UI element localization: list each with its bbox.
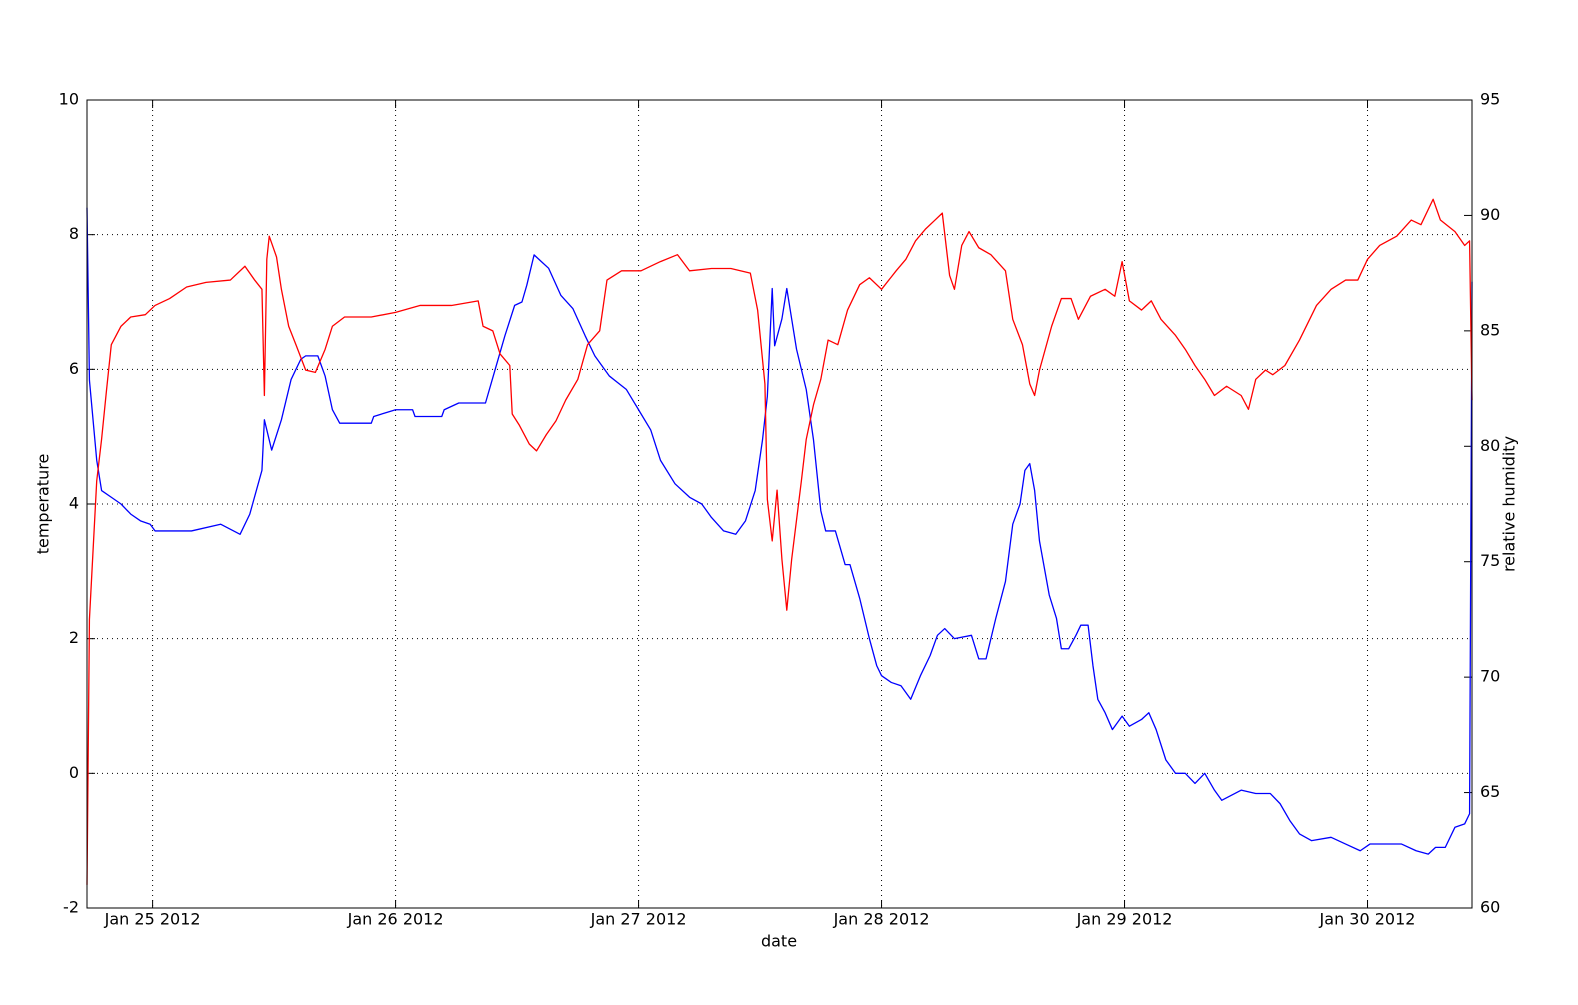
y-tick-label: 6 bbox=[69, 359, 79, 378]
y-tick-label: 0 bbox=[69, 763, 79, 782]
y-axis-label: temperature bbox=[34, 454, 53, 555]
y2-tick-label: 75 bbox=[1480, 551, 1500, 570]
y2-tick-label: 85 bbox=[1480, 320, 1500, 339]
y-tick-label: 10 bbox=[59, 90, 79, 109]
y2-tick-label: 70 bbox=[1480, 667, 1500, 686]
y-tick-label: 4 bbox=[69, 494, 79, 513]
x-tick-label: Jan 29 2012 bbox=[1076, 910, 1173, 929]
y-tick-label: 2 bbox=[69, 628, 79, 647]
x-tick-label: Jan 26 2012 bbox=[347, 910, 444, 929]
y2-tick-label: 90 bbox=[1480, 205, 1500, 224]
x-tick-label: Jan 30 2012 bbox=[1319, 910, 1416, 929]
x-tick-label: Jan 28 2012 bbox=[833, 910, 930, 929]
x-axis-label: date bbox=[761, 932, 797, 951]
y-tick-label: 8 bbox=[69, 224, 79, 243]
series-line bbox=[86, 207, 1473, 855]
y2-tick-label: 60 bbox=[1480, 898, 1500, 917]
series-line bbox=[86, 198, 1473, 885]
y2-axis-label: relative humidity bbox=[1500, 436, 1519, 572]
y-tick-label: -2 bbox=[63, 898, 79, 917]
y2-tick-label: 80 bbox=[1480, 436, 1500, 455]
y2-tick-label: 95 bbox=[1480, 90, 1500, 109]
x-tick-label: Jan 27 2012 bbox=[590, 910, 687, 929]
y2-tick-label: 65 bbox=[1480, 782, 1500, 801]
x-tick-label: Jan 25 2012 bbox=[104, 910, 201, 929]
plot-frame bbox=[86, 99, 1473, 909]
